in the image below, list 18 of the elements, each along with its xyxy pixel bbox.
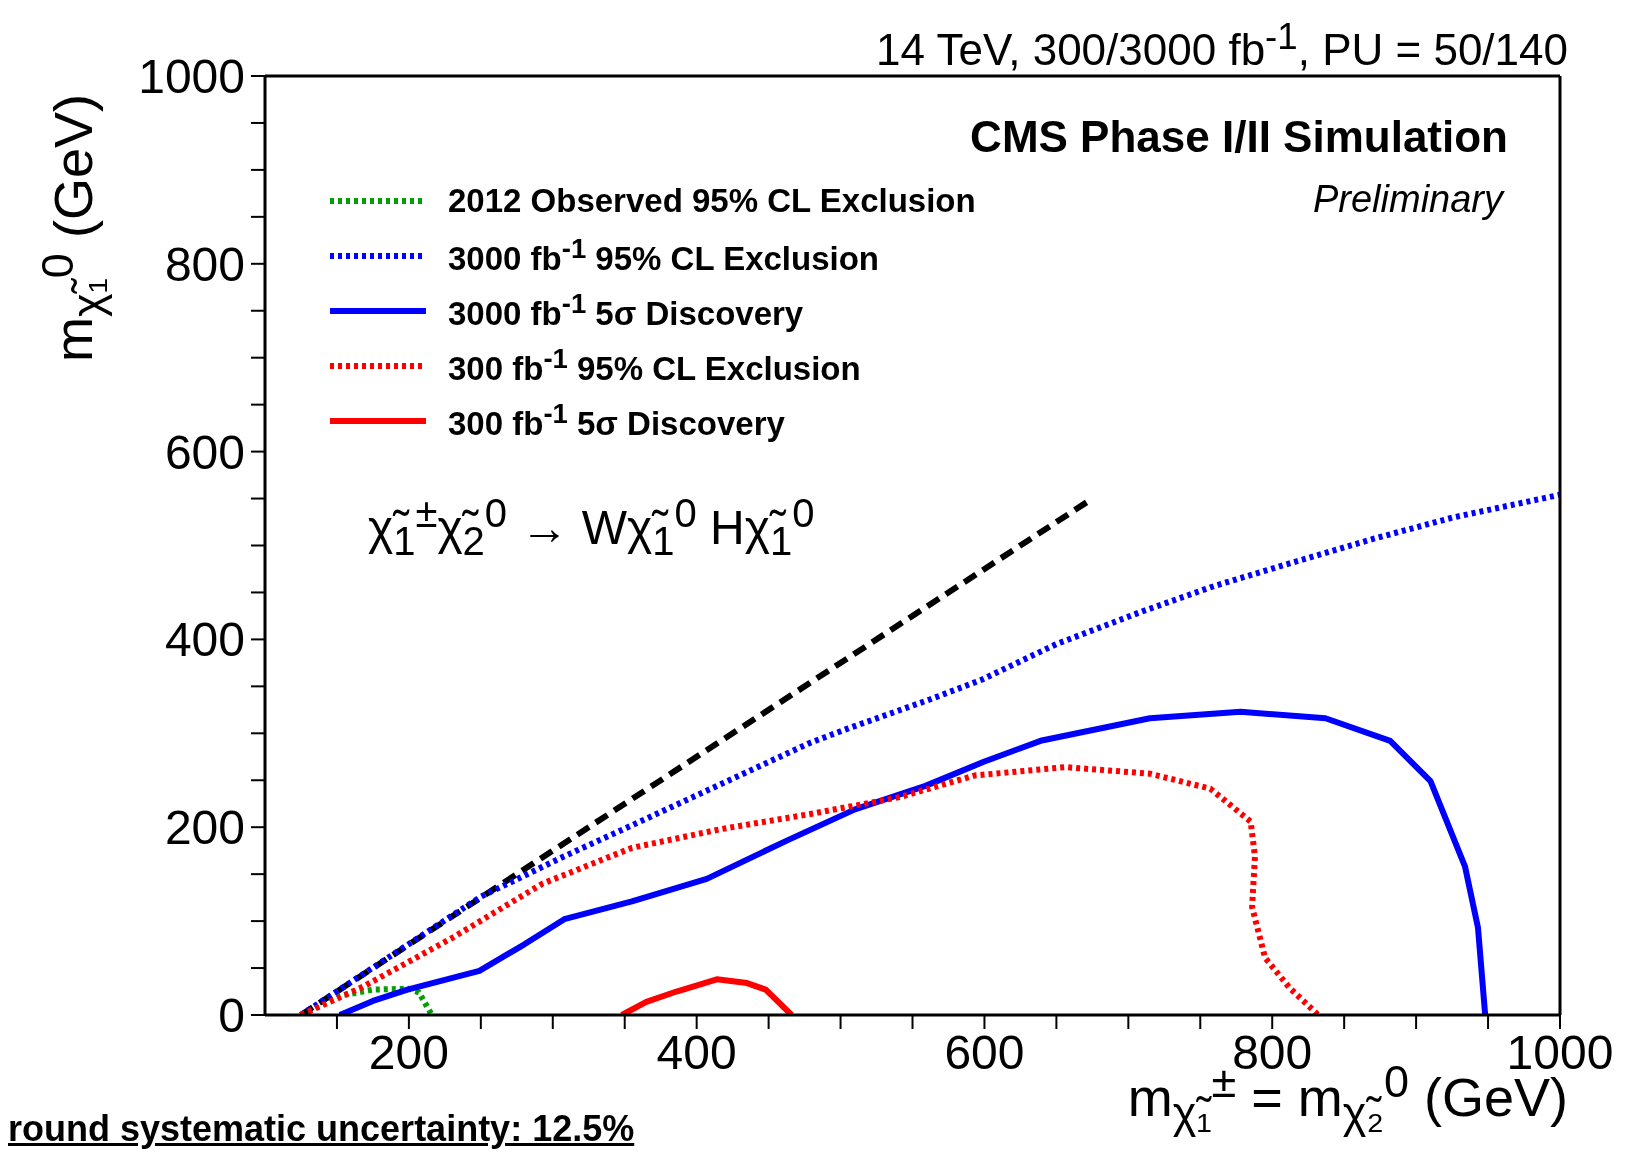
legend-label: 2012 Observed 95% CL Exclusion [448, 181, 976, 220]
chart-title: 14 TeV, 300/3000 fb$^{-1}$, PU = 50/140 [876, 16, 1568, 75]
y-tick-label: 400 [164, 613, 245, 667]
legend-label: 3000 fb$^{-1}$ 5σ Discovery [448, 288, 804, 333]
y-tick-label: 800 [164, 237, 245, 291]
annotation: CMS Phase I/II Simulation [970, 112, 1508, 162]
x-tick-label: 400 [656, 1026, 737, 1080]
y-tick-label: 200 [164, 801, 245, 855]
x-tick-label: 200 [368, 1026, 449, 1080]
y-tick-label: 0 [218, 989, 245, 1043]
y-tick-label: 600 [164, 425, 245, 479]
x-tick-label: 600 [944, 1026, 1025, 1080]
legend-label: 3000 fb$^{-1}$ 95% CL Exclusion [448, 233, 880, 278]
legend-label: 300 fb$^{-1}$ 95% CL Exclusion [448, 343, 861, 388]
legend-label: 300 fb$^{-1}$ 5σ Discovery [448, 398, 785, 443]
y-tick-label: 1000 [138, 50, 245, 104]
text: round systematic uncertainty: 12.5% [8, 1108, 635, 1150]
annotation: Preliminary [1312, 178, 1503, 221]
